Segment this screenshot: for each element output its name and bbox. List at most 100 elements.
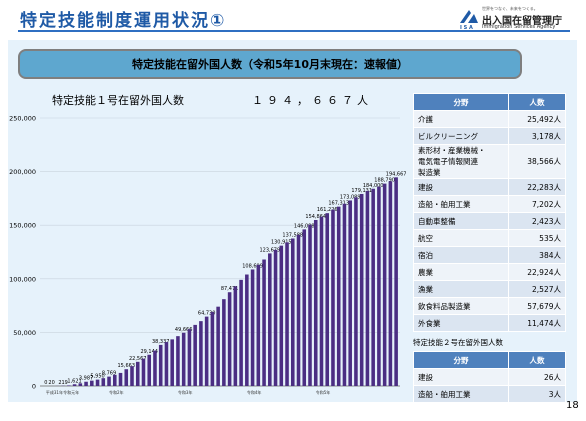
table-row: 航空 535人 (413, 229, 566, 247)
bar (90, 380, 94, 386)
bar (273, 249, 278, 386)
data-label: 161,226 (317, 207, 338, 213)
bar (250, 269, 255, 386)
data-label: 137,588 (282, 233, 303, 239)
data-label: 130,915 (271, 240, 292, 246)
y-tick-label: 50,000 (13, 329, 36, 337)
bar (147, 354, 152, 386)
x-period-label: 令和元年 (63, 389, 79, 395)
table-row: ビルクリーニング 3,178人 (413, 127, 566, 145)
data-label: 154,864 (305, 214, 326, 220)
bar (112, 374, 117, 386)
data-label: 29,144 (140, 349, 158, 355)
logo-name: 出入国在留管理庁 (482, 16, 562, 27)
data-label: 8,769 (102, 371, 116, 377)
bar (313, 219, 318, 386)
bar (268, 253, 272, 386)
row-count: 26人 (508, 368, 566, 386)
bar (262, 259, 266, 386)
data-label: 179,131 (351, 188, 372, 194)
bar (222, 299, 226, 386)
data-label: 20 (48, 380, 54, 386)
bar (78, 383, 83, 386)
data-label: 108,699 (242, 263, 263, 269)
field-table-2: 分野 人数 建設 26人 造船・舶用工業 3人 (413, 351, 566, 403)
row-field: 航空 (413, 229, 509, 247)
bar (308, 224, 312, 386)
headline-banner: 特定技能在留外国人数（令和5年10月末現在：速報値） (18, 49, 522, 79)
bar (227, 292, 232, 386)
page-title: 特定技能制度運用状況① (20, 11, 227, 31)
bar (394, 177, 398, 386)
row-field: ビルクリーニング (413, 127, 509, 145)
bar (199, 321, 203, 386)
bar (342, 203, 347, 386)
bar (239, 279, 243, 386)
data-label: 0 (44, 380, 47, 386)
data-label: 219 (58, 380, 68, 386)
data-label: 194,667 (386, 171, 407, 177)
row-count: 7,202人 (508, 195, 566, 213)
row-field: 建設 (413, 178, 509, 196)
row-field: 造船・舶用工業 (413, 195, 509, 213)
row-field: 自動車整備 (413, 212, 509, 230)
row-field: 介護 (413, 110, 509, 128)
bar (216, 306, 220, 386)
row-count: 535人 (508, 229, 566, 247)
table2-title: 特定技能２号在留外国人数 (413, 338, 503, 347)
bar (84, 381, 88, 386)
bar (290, 238, 295, 386)
bar (296, 234, 301, 386)
y-tick-label: 100,000 (9, 275, 36, 283)
y-tick-label: 150,000 (9, 222, 36, 230)
bar (141, 358, 146, 386)
bar (170, 339, 174, 386)
row-field: 造船・舶用工業 (413, 385, 509, 403)
data-label: 188,790 (374, 178, 395, 184)
bar (365, 190, 370, 386)
row-field: 宿泊 (413, 246, 509, 264)
table-row: 建設 22,283人 (413, 178, 566, 196)
bar (124, 369, 129, 386)
bar (302, 229, 307, 386)
header-field: 分野 (413, 351, 509, 369)
bar (256, 264, 261, 386)
bar (67, 385, 71, 386)
data-label: 1,621 (67, 378, 81, 384)
bar (348, 200, 352, 386)
row-count: 2,527人 (508, 280, 566, 298)
row-count: 22,924人 (508, 263, 566, 281)
row-count: 2,423人 (508, 212, 566, 230)
chart-subtitle: 特定技能１号在留外国人数 (52, 94, 184, 107)
bar (377, 186, 381, 386)
header-field: 分野 (413, 93, 509, 111)
y-tick-label: 250,000 (9, 115, 36, 123)
bar (382, 183, 387, 386)
logo-english: Immigration Services Agency (482, 24, 556, 30)
y-tick-label: 0 (32, 383, 36, 391)
table-row: 建設 26人 (413, 368, 566, 386)
row-count: 384人 (508, 246, 566, 264)
bar (388, 181, 393, 386)
row-count: 3,178人 (508, 127, 566, 145)
bar (319, 216, 324, 386)
agency-logo: 世界をつなぐ、未来をつくる。 出入国在留管理庁 Immigration Serv… (458, 6, 578, 32)
row-field: 飲食料品製造業 (413, 297, 509, 315)
logo-abbr: I S A (460, 25, 473, 31)
data-label: 3,987 (79, 376, 93, 382)
table-row: 宿泊 384人 (413, 246, 566, 264)
row-count: 57,679人 (508, 297, 566, 315)
logo-tagline: 世界をつなぐ、未来をつくる。 (482, 6, 538, 11)
x-period-label: 令和3年 (178, 389, 193, 395)
row-field: 農業 (413, 263, 509, 281)
table-row: 造船・舶用工業 7,202人 (413, 195, 566, 213)
bar (176, 336, 180, 386)
bar (359, 193, 364, 386)
bar (101, 378, 106, 386)
bar (193, 324, 197, 386)
data-label: 38,337 (152, 339, 170, 345)
row-field: 外食業 (413, 314, 509, 332)
data-label: 49,666 (175, 327, 193, 333)
bar (72, 384, 77, 386)
row-field: 素形材・産業機械・ 電気電子情報関連 製造業 (413, 144, 509, 179)
